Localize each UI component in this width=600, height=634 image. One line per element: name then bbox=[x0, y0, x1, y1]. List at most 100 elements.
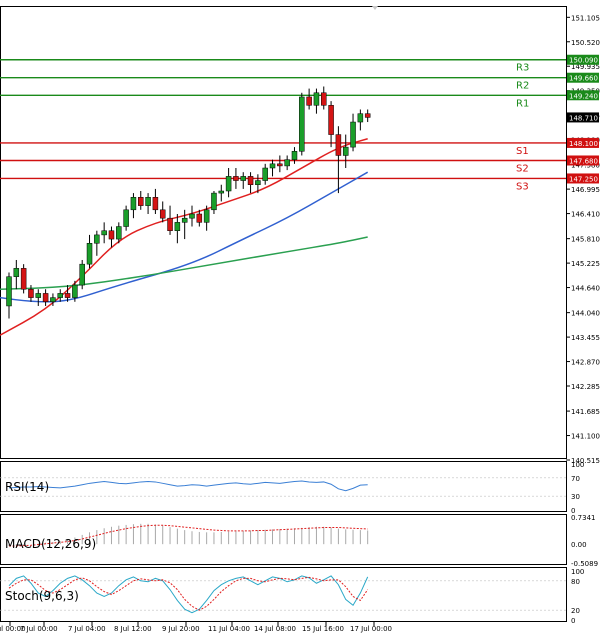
price-tick-label: 146.995 bbox=[571, 186, 600, 194]
candle-bull bbox=[181, 217, 188, 223]
level-price-tag-bg bbox=[567, 72, 599, 83]
candle-bull bbox=[203, 209, 210, 223]
scroll-marker bbox=[372, 6, 378, 10]
candle-bull bbox=[145, 197, 151, 206]
candle-bull bbox=[350, 121, 356, 148]
last-price-tag-bg bbox=[567, 112, 599, 123]
moving-averages bbox=[0, 138, 369, 336]
level-label-s2: S2 bbox=[516, 163, 529, 174]
candle-bull bbox=[299, 96, 305, 152]
level-label-r1: R1 bbox=[516, 98, 529, 109]
level-label-s1: S1 bbox=[516, 146, 529, 157]
time-tick-label: 7 Jul 00:00 bbox=[20, 625, 58, 633]
candle-bull bbox=[35, 293, 42, 298]
price-tick-label: 150.520 bbox=[571, 39, 600, 47]
price-tick-label: 145.810 bbox=[571, 236, 600, 244]
price-tick-label: 141.685 bbox=[571, 408, 600, 416]
time-axis: 6 Jul 00:007 Jul 00:00 7 Jul 04:00 8 Jul 1… bbox=[0, 622, 392, 633]
level-price-tag: 149.660 bbox=[569, 75, 598, 83]
level-price-tag: 149.240 bbox=[569, 92, 598, 100]
macd-panel: 0.7341 0.00 -0.5089 bbox=[8, 514, 598, 568]
level-price-tag-bg bbox=[567, 173, 599, 184]
level-label-r3: R3 bbox=[516, 63, 529, 74]
candle-bull bbox=[255, 180, 261, 185]
candle-bull bbox=[116, 226, 122, 240]
macd-title: MACD(12,26,9) bbox=[5, 537, 96, 551]
candle-bear bbox=[152, 197, 159, 211]
candle-bear bbox=[159, 209, 166, 219]
price-tick-label: 142.870 bbox=[571, 359, 600, 367]
candle-bull bbox=[130, 197, 137, 211]
candle-bull bbox=[94, 234, 100, 244]
candle-bear bbox=[108, 230, 115, 240]
main-panel-frame bbox=[0, 6, 567, 459]
level-price-tag: 147.250 bbox=[569, 175, 598, 183]
stoch-d-line bbox=[8, 576, 369, 611]
price-tick-label: 151.105 bbox=[571, 14, 600, 22]
price-tick-label: 142.285 bbox=[571, 383, 600, 391]
candle-bear bbox=[138, 197, 144, 206]
level-label-s3: S3 bbox=[516, 181, 529, 192]
stoch-panel: 100 80 20 0 bbox=[0, 568, 584, 625]
price-tick-label: 143.455 bbox=[571, 334, 600, 342]
candle-bull bbox=[269, 163, 276, 169]
time-tick-label: 14 Jul 08:00 bbox=[254, 625, 296, 633]
candle-bull bbox=[123, 209, 129, 227]
candle-bull bbox=[313, 92, 320, 106]
candle-bull bbox=[86, 243, 93, 265]
candle-bull bbox=[262, 167, 268, 181]
level-price-tag: 148.100 bbox=[569, 140, 598, 148]
candle-bull bbox=[57, 293, 63, 298]
candle-bull bbox=[13, 268, 20, 277]
time-tick-label: 17 Jul 00:00 bbox=[350, 625, 392, 633]
time-tick-label: 8 Jul 12:00 bbox=[114, 625, 152, 633]
rsi-panel: 100 70 30 0 bbox=[0, 461, 584, 515]
candle-bull bbox=[6, 276, 12, 307]
candle-bear bbox=[167, 217, 173, 231]
stoch-tick-label: 0 bbox=[571, 617, 575, 625]
macd-tick-label: 0.00 bbox=[571, 541, 587, 549]
candle-bear bbox=[335, 134, 342, 156]
candle-bear bbox=[196, 213, 203, 223]
price-tick-label: 147.580 bbox=[571, 162, 600, 170]
macd-tick-label: -0.5089 bbox=[571, 560, 598, 568]
price-tick-label: 140.515 bbox=[571, 457, 600, 465]
candle-bear bbox=[28, 288, 34, 298]
candle-bull bbox=[174, 222, 181, 231]
candle-bull bbox=[79, 263, 85, 286]
candle-bear bbox=[42, 293, 49, 303]
candle-bear bbox=[64, 293, 71, 298]
rsi-tick-label: 70 bbox=[571, 475, 580, 483]
level-price-tag-bg bbox=[567, 137, 599, 148]
level-price-tag: 150.090 bbox=[569, 57, 598, 65]
candle-bull bbox=[342, 146, 349, 156]
stoch-tick-label: 80 bbox=[571, 578, 580, 586]
rsi-tick-label: 100 bbox=[571, 461, 584, 469]
candle-bull bbox=[50, 297, 56, 303]
candles bbox=[6, 86, 371, 319]
level-price-tag-bg bbox=[567, 90, 599, 101]
price-tick-label: 145.225 bbox=[571, 260, 600, 268]
rsi-tick-label: 30 bbox=[571, 493, 580, 501]
candle-bear bbox=[233, 176, 239, 181]
candle-bull bbox=[240, 176, 246, 181]
stoch-tick-label: 100 bbox=[571, 568, 584, 576]
candle-bear bbox=[277, 163, 283, 167]
level-price-tag-bg bbox=[567, 54, 599, 65]
candle-bull bbox=[225, 176, 232, 192]
last-price-tag: 148.710 bbox=[569, 114, 598, 122]
price-tick-label: 141.100 bbox=[571, 433, 600, 441]
level-tags: 150.090 149.660 149.240 148.100 147.680 147.2… bbox=[567, 54, 599, 184]
time-tick-label: 9 Jul 20:00 bbox=[162, 625, 200, 633]
stoch-title: Stoch(9,6,3) bbox=[5, 589, 79, 603]
time-tick-label: 15 Jul 16:00 bbox=[302, 625, 344, 633]
price-tick-label: 144.040 bbox=[571, 310, 600, 318]
ma-line bbox=[0, 236, 368, 290]
candle-bear bbox=[20, 268, 27, 290]
level-price-tag: 147.680 bbox=[569, 157, 598, 165]
price-tick-label: 144.640 bbox=[571, 285, 600, 293]
candle-bull bbox=[72, 284, 78, 298]
time-tick-label: 11 Jul 04:00 bbox=[208, 625, 250, 633]
price-tick-label: 149.935 bbox=[571, 63, 600, 71]
candle-bear bbox=[306, 96, 312, 106]
